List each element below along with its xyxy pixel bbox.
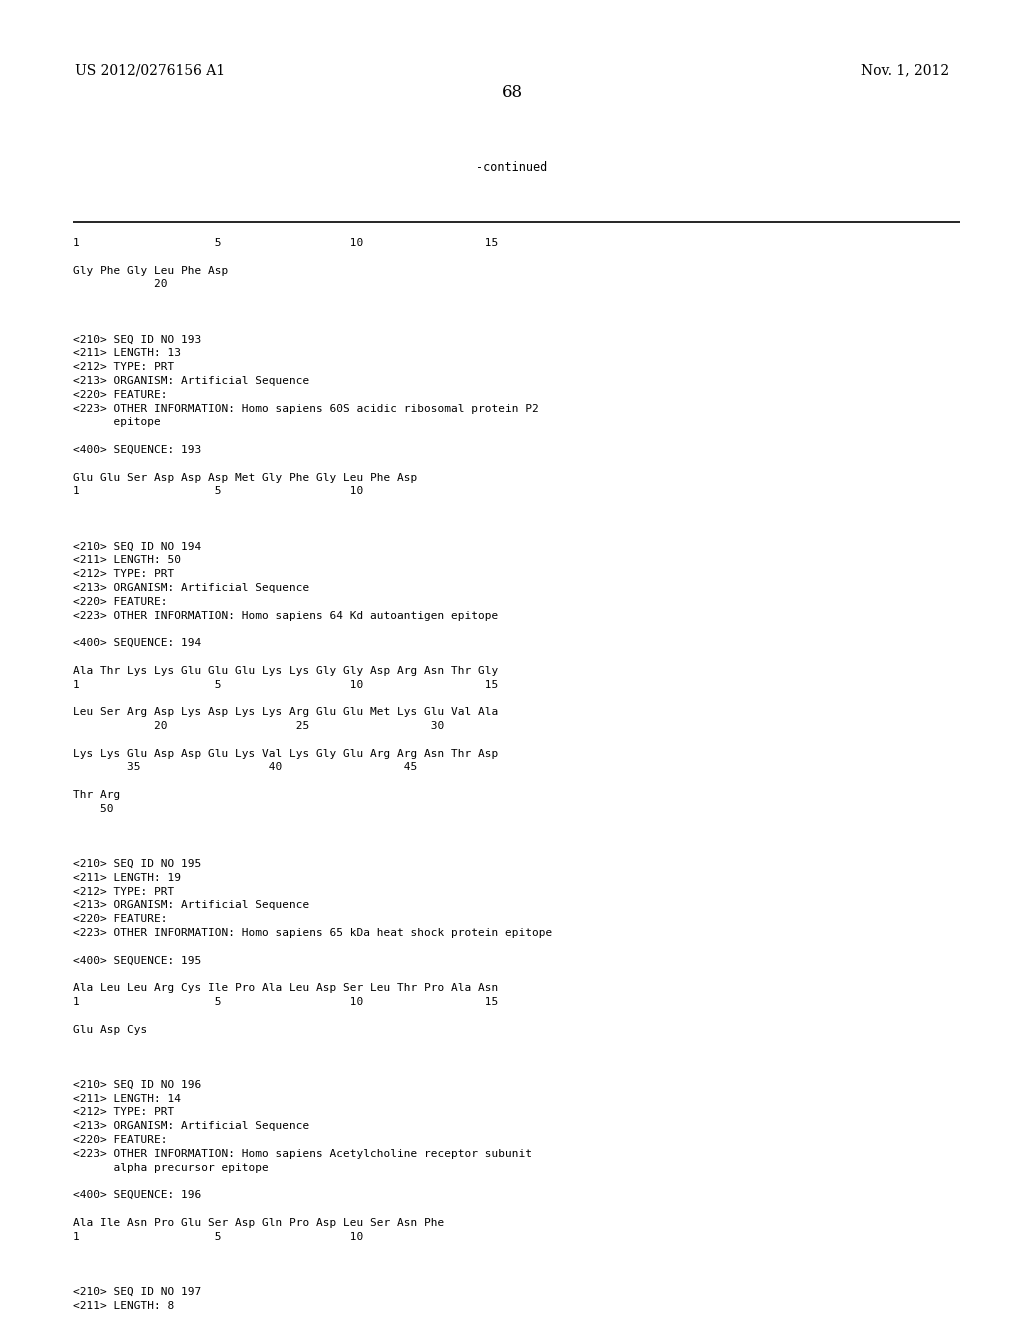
Text: alpha precursor epitope: alpha precursor epitope (73, 1163, 268, 1172)
Text: <212> TYPE: PRT: <212> TYPE: PRT (73, 362, 174, 372)
Text: <223> OTHER INFORMATION: Homo sapiens Acetylcholine receptor subunit: <223> OTHER INFORMATION: Homo sapiens Ac… (73, 1148, 532, 1159)
Text: -continued: -continued (476, 161, 548, 174)
Text: Gly Phe Gly Leu Phe Asp: Gly Phe Gly Leu Phe Asp (73, 265, 228, 276)
Text: 20: 20 (73, 280, 168, 289)
Text: <220> FEATURE:: <220> FEATURE: (73, 1135, 168, 1144)
Text: Ala Leu Leu Arg Cys Ile Pro Ala Leu Asp Ser Leu Thr Pro Ala Asn: Ala Leu Leu Arg Cys Ile Pro Ala Leu Asp … (73, 983, 499, 993)
Text: <212> TYPE: PRT: <212> TYPE: PRT (73, 887, 174, 896)
Text: epitope: epitope (73, 417, 161, 428)
Text: <400> SEQUENCE: 194: <400> SEQUENCE: 194 (73, 638, 202, 648)
Text: Nov. 1, 2012: Nov. 1, 2012 (861, 63, 949, 78)
Text: Lys Lys Glu Asp Asp Glu Lys Val Lys Gly Glu Arg Arg Asn Thr Asp: Lys Lys Glu Asp Asp Glu Lys Val Lys Gly … (73, 748, 499, 759)
Text: 1                    5                   10                  15: 1 5 10 15 (73, 997, 499, 1007)
Text: US 2012/0276156 A1: US 2012/0276156 A1 (75, 63, 225, 78)
Text: <223> OTHER INFORMATION: Homo sapiens 65 kDa heat shock protein epitope: <223> OTHER INFORMATION: Homo sapiens 65… (73, 928, 552, 939)
Text: <220> FEATURE:: <220> FEATURE: (73, 597, 168, 607)
Text: 20                   25                  30: 20 25 30 (73, 721, 444, 731)
Text: <220> FEATURE:: <220> FEATURE: (73, 915, 168, 924)
Text: <211> LENGTH: 14: <211> LENGTH: 14 (73, 1093, 181, 1104)
Text: <212> TYPE: PRT: <212> TYPE: PRT (73, 1107, 174, 1118)
Text: <210> SEQ ID NO 196: <210> SEQ ID NO 196 (73, 1080, 202, 1090)
Text: <211> LENGTH: 13: <211> LENGTH: 13 (73, 348, 181, 359)
Text: <210> SEQ ID NO 193: <210> SEQ ID NO 193 (73, 334, 202, 345)
Text: <213> ORGANISM: Artificial Sequence: <213> ORGANISM: Artificial Sequence (73, 376, 309, 385)
Text: <213> ORGANISM: Artificial Sequence: <213> ORGANISM: Artificial Sequence (73, 900, 309, 911)
Text: 1                    5                   10: 1 5 10 (73, 486, 364, 496)
Text: <212> TYPE: PRT: <212> TYPE: PRT (73, 569, 174, 579)
Text: Glu Glu Ser Asp Asp Asp Met Gly Phe Gly Leu Phe Asp: Glu Glu Ser Asp Asp Asp Met Gly Phe Gly … (73, 473, 417, 483)
Text: 50: 50 (73, 804, 114, 814)
Text: <211> LENGTH: 19: <211> LENGTH: 19 (73, 873, 181, 883)
Text: 1                    5                   10: 1 5 10 (73, 1232, 364, 1242)
Text: Ala Thr Lys Lys Glu Glu Glu Lys Lys Gly Gly Asp Arg Asn Thr Gly: Ala Thr Lys Lys Glu Glu Glu Lys Lys Gly … (73, 665, 499, 676)
Text: <211> LENGTH: 8: <211> LENGTH: 8 (73, 1300, 174, 1311)
Text: <400> SEQUENCE: 193: <400> SEQUENCE: 193 (73, 445, 202, 455)
Text: <213> ORGANISM: Artificial Sequence: <213> ORGANISM: Artificial Sequence (73, 1121, 309, 1131)
Text: 68: 68 (502, 84, 522, 102)
Text: <210> SEQ ID NO 195: <210> SEQ ID NO 195 (73, 859, 202, 869)
Text: <213> ORGANISM: Artificial Sequence: <213> ORGANISM: Artificial Sequence (73, 583, 309, 593)
Text: <223> OTHER INFORMATION: Homo sapiens 64 Kd autoantigen epitope: <223> OTHER INFORMATION: Homo sapiens 64… (73, 611, 499, 620)
Text: 1                    5                   10                  15: 1 5 10 15 (73, 238, 499, 248)
Text: <400> SEQUENCE: 196: <400> SEQUENCE: 196 (73, 1191, 202, 1200)
Text: <223> OTHER INFORMATION: Homo sapiens 60S acidic ribosomal protein P2: <223> OTHER INFORMATION: Homo sapiens 60… (73, 404, 539, 413)
Text: 1                    5                   10                  15: 1 5 10 15 (73, 680, 499, 689)
Text: Ala Ile Asn Pro Glu Ser Asp Gln Pro Asp Leu Ser Asn Phe: Ala Ile Asn Pro Glu Ser Asp Gln Pro Asp … (73, 1218, 444, 1228)
Text: Leu Ser Arg Asp Lys Asp Lys Lys Arg Glu Glu Met Lys Glu Val Ala: Leu Ser Arg Asp Lys Asp Lys Lys Arg Glu … (73, 708, 499, 717)
Text: Thr Arg: Thr Arg (73, 789, 120, 800)
Text: <220> FEATURE:: <220> FEATURE: (73, 389, 168, 400)
Text: <400> SEQUENCE: 195: <400> SEQUENCE: 195 (73, 956, 202, 966)
Text: <210> SEQ ID NO 197: <210> SEQ ID NO 197 (73, 1287, 202, 1296)
Text: <210> SEQ ID NO 194: <210> SEQ ID NO 194 (73, 541, 202, 552)
Text: <211> LENGTH: 50: <211> LENGTH: 50 (73, 556, 181, 565)
Text: Glu Asp Cys: Glu Asp Cys (73, 1024, 147, 1035)
Text: 35                   40                  45: 35 40 45 (73, 763, 417, 772)
